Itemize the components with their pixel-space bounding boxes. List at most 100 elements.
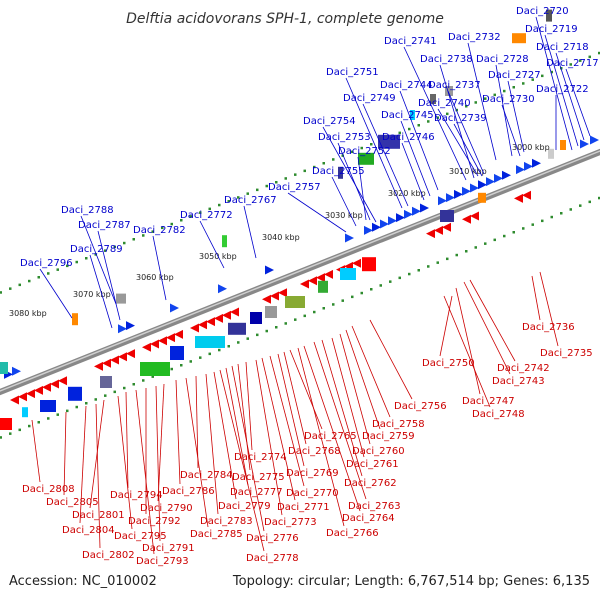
leader-line: [357, 156, 367, 221]
gene-label-top: Daci_2789: [70, 244, 123, 255]
reverse-gene-arrow: [50, 379, 59, 389]
leader-line: [135, 389, 155, 555]
reverse-gene-arrow: [102, 358, 111, 368]
gene-label-bottom: Daci_2771: [277, 502, 330, 513]
gene-label-bottom: Daci_2793: [136, 556, 189, 567]
gene-label-bottom: Daci_2759: [362, 431, 415, 442]
reverse-gene-arrow: [94, 361, 103, 371]
leader-line: [283, 351, 307, 445]
gene-label-top: Daci_2739: [434, 113, 487, 124]
leader-line: [277, 353, 305, 467]
kbp-tick-label: 3010 kbp: [449, 167, 487, 176]
reverse-gene-arrow: [142, 342, 151, 352]
leader-line: [63, 411, 67, 496]
gene-label-top: Daci_2738: [420, 54, 473, 65]
reverse-gene-arrow: [426, 229, 435, 239]
gene-label-bottom: Daci_2736: [522, 322, 575, 333]
forward-gene-arrow: [345, 233, 354, 243]
gene-label-bottom: Daci_2805: [46, 497, 99, 508]
leader-line: [535, 16, 573, 151]
leader-line: [243, 205, 257, 259]
gene-block: [40, 400, 56, 412]
leader-line: [369, 319, 413, 400]
gene-label-bottom: Daci_2808: [22, 484, 75, 495]
forward-gene-arrow: [420, 203, 429, 213]
gene-block: [546, 9, 552, 22]
leader-line: [199, 220, 225, 269]
leader-line: [331, 337, 365, 458]
leader-line: [469, 279, 516, 362]
gene-label-top: Daci_2740: [418, 98, 471, 109]
leader-line: [297, 347, 345, 527]
gene-label-top: Daci_2755: [312, 166, 365, 177]
leader-line: [345, 329, 381, 430]
leader-line: [80, 215, 117, 305]
gene-label-bottom: Daci_2748: [472, 409, 525, 420]
leader-line: [195, 375, 199, 469]
gene-label-bottom: Daci_2762: [344, 478, 397, 489]
forward-gene-arrow: [524, 161, 533, 171]
gene-block: [340, 268, 356, 280]
leader-line: [463, 281, 511, 375]
accession-text: Accession: NC_010002: [9, 574, 157, 589]
reverse-gene-arrow: [206, 317, 215, 327]
tracks: [0, 51, 600, 439]
gene-block: [222, 235, 227, 248]
forward-gene-arrow: [265, 265, 274, 275]
leader-line: [219, 369, 265, 552]
gene-label-bottom: Daci_2756: [394, 401, 447, 412]
gene-label-top: Daci_2720: [516, 6, 569, 17]
reverse-gene-arrow: [10, 395, 19, 405]
leader-line: [399, 90, 439, 191]
gene-label-bottom: Daci_2775: [232, 472, 285, 483]
reverse-gene-arrow: [198, 320, 207, 330]
gene-label-bottom: Daci_2795: [114, 531, 167, 542]
leader-line: [95, 403, 101, 549]
reverse-gene-arrow: [278, 288, 287, 298]
leader-line: [339, 333, 371, 445]
gene-block: [68, 386, 82, 401]
leader-line: [507, 80, 525, 153]
leader-line: [447, 90, 485, 175]
leader-line: [79, 405, 87, 524]
gene-label-bottom: Daci_2763: [348, 501, 401, 512]
leader-line: [205, 373, 219, 515]
kbp-tick-label: 3000 kbp: [512, 143, 550, 152]
forward-gene-arrow: [454, 189, 463, 199]
reverse-gene-arrow: [158, 336, 167, 346]
forward-gene-arrow: [126, 321, 135, 331]
leader-line: [362, 103, 409, 207]
gene-block: [338, 166, 343, 179]
reverse-gene-arrow: [190, 323, 199, 333]
reverse-gene-arrow: [514, 193, 523, 203]
reverse-gene-arrow: [324, 269, 333, 279]
gene-label-bottom: Daci_2770: [286, 488, 339, 499]
forward-gene-arrow: [396, 213, 405, 223]
leader-line: [400, 120, 431, 197]
leader-line: [213, 371, 237, 500]
forward-gene-arrow: [388, 216, 397, 226]
reverse-gene-arrow: [42, 382, 51, 392]
reverse-gene-arrow: [522, 190, 531, 200]
forward-gene-arrow: [380, 219, 389, 229]
leader-line: [439, 295, 453, 357]
leader-line: [255, 359, 283, 516]
reverse-gene-arrow: [270, 291, 279, 301]
gene-label-top: Daci_2796: [20, 258, 73, 269]
reverse-gene-arrow: [26, 389, 35, 399]
leader-line: [225, 367, 249, 486]
forward-gene-arrow: [404, 209, 413, 219]
gene-label-bottom: Daci_2786: [162, 486, 215, 497]
gene-block: [318, 280, 328, 293]
kbp-tick-label: 3020 kbp: [388, 189, 426, 198]
topology-text: Topology: circular; Length: 6,767,514 bp…: [232, 574, 590, 589]
leader-line: [157, 383, 165, 502]
reverse-gene-arrow: [118, 352, 127, 362]
gene-label-bottom: Daci_2765: [304, 431, 357, 442]
forward-gene-arrow: [372, 222, 381, 232]
forward-gene-arrow: [470, 183, 479, 193]
map-title: Delftia acidovorans SPH-1, complete geno…: [126, 11, 444, 27]
forward-gene-arrow: [218, 284, 227, 294]
leader-line: [152, 235, 167, 301]
gene-label-bottom: Daci_2761: [346, 459, 399, 470]
